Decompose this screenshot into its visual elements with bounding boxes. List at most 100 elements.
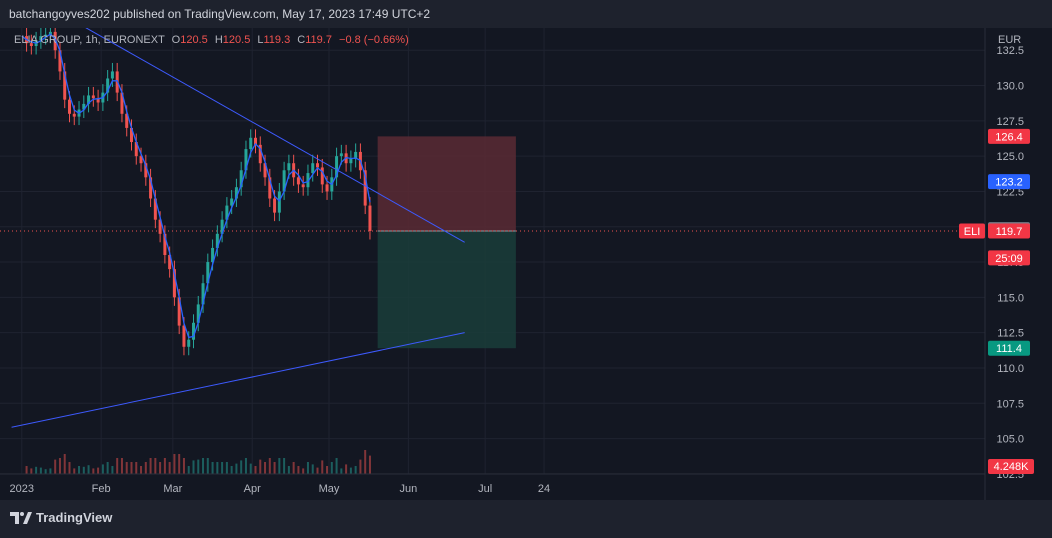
price-tick-label: 125.0: [996, 151, 1024, 163]
chart-canvas[interactable]: 2023 Feb Mar Apr May Jun Jul 24 132.5 130.0 127.5 1…: [0, 28, 1052, 500]
countdown-tag: 25:09: [995, 253, 1023, 265]
volume-bar: [182, 458, 185, 474]
candle-body: [139, 156, 143, 164]
volume-bar: [340, 468, 343, 474]
time-tick-label: Apr: [244, 483, 261, 495]
volume-bar: [39, 467, 42, 474]
target-price-tag-bg: [988, 340, 1030, 356]
price-tick-label: 127.5: [996, 116, 1024, 128]
volume-bar: [120, 458, 123, 474]
legend-high-value: 120.5: [222, 34, 251, 46]
candle-body: [311, 163, 315, 174]
candle-body: [191, 322, 195, 340]
volume-tag: 4.248K: [994, 461, 1030, 473]
volume-bar: [97, 467, 100, 474]
volume-bar: [173, 454, 176, 474]
volume-bar: [73, 468, 76, 474]
legend-close-label: C: [297, 34, 306, 46]
price-tick-label: 110.0: [997, 363, 1024, 375]
volume-bar: [268, 458, 271, 474]
volume-bar: [206, 458, 209, 474]
volume-bar: [163, 458, 166, 474]
tradingview-logo-text: TradingView: [36, 510, 113, 525]
volume-bar: [287, 466, 290, 474]
candle-body: [53, 31, 57, 51]
volume-bar: [187, 466, 190, 474]
publisher-header: batchangoyves202 published on TradingVie…: [0, 0, 1052, 28]
volume-bar: [197, 459, 200, 474]
volume-bar: [135, 462, 138, 474]
stop-price-tag-bg: [988, 128, 1030, 144]
candle-body: [349, 158, 353, 164]
price-tick-label: 115.0: [997, 292, 1024, 304]
price-tick-label: 112.5: [997, 328, 1024, 340]
footer: TradingView: [0, 500, 1052, 538]
descending-trendline[interactable]: [81, 28, 465, 243]
candle-body: [249, 137, 253, 150]
candle-body: [220, 219, 224, 234]
volume-bar: [216, 462, 219, 474]
stop-loss-zone[interactable]: [377, 136, 516, 231]
candle-body: [335, 156, 339, 178]
candle-body: [29, 43, 33, 47]
candle-body: [306, 173, 310, 188]
volume-bar: [125, 462, 128, 474]
candle-body: [239, 170, 243, 188]
take-profit-zone[interactable]: [377, 230, 516, 349]
ascending-trendline[interactable]: [11, 332, 465, 428]
volume-bar: [30, 468, 33, 474]
candle-body: [201, 283, 205, 305]
chart-background: [0, 28, 1052, 500]
volume-bar: [35, 466, 38, 474]
volume-bar: [49, 468, 52, 474]
candle-body: [44, 34, 48, 37]
symbol-short-tag-bg: [959, 223, 985, 239]
candle-body: [363, 170, 367, 206]
chart-area[interactable]: 2023 Feb Mar Apr May Jun Jul 24 132.5 130.0 127.5 1…: [0, 28, 1052, 500]
tradingview-logo[interactable]: TradingView: [10, 510, 112, 525]
volume-bar: [106, 462, 109, 474]
price-tick-label: 107.5: [996, 398, 1024, 410]
volume-bar: [101, 464, 104, 474]
price-tick-label: 122.5: [996, 186, 1024, 198]
candle-body: [125, 113, 129, 128]
stop-price-tag: 126.4: [995, 131, 1023, 143]
volume-bar: [116, 458, 119, 474]
candle-body: [129, 127, 133, 143]
volume-bar: [244, 458, 247, 474]
candle-body: [368, 205, 372, 231]
legend-change: −0.8 (−0.66%): [339, 34, 409, 46]
volume-bar: [58, 458, 61, 474]
volume-bar: [44, 469, 47, 474]
candle-body: [168, 255, 172, 270]
candle-body: [106, 78, 110, 93]
volume-bar: [221, 462, 224, 474]
volume-bar: [235, 463, 238, 474]
volume-bar: [321, 460, 324, 474]
candle-body: [134, 142, 138, 157]
legend-low-label: L: [257, 34, 264, 46]
volume-bar: [359, 459, 362, 474]
last-price-tag: 119.7: [996, 226, 1023, 238]
volume-bar: [82, 466, 85, 474]
volume-bar: [306, 462, 309, 474]
candle-body: [244, 149, 248, 171]
candle-body: [63, 71, 67, 100]
volume-bar: [335, 458, 338, 474]
candle-body: [91, 95, 95, 99]
candle-body: [253, 137, 257, 145]
candle-body: [82, 103, 86, 110]
volume-bar: [202, 458, 205, 474]
volume-bar: [144, 462, 147, 474]
candle-body: [149, 177, 153, 199]
candle-body: [325, 184, 329, 192]
candle-body: [287, 163, 291, 171]
candle-body: [211, 247, 215, 263]
tradingview-logo-icon: [10, 511, 32, 524]
volume-bar: [130, 462, 133, 474]
ohlc-legend: ELIA GROUP, 1h, EURONEXT O120.5 H120.5 L…: [14, 34, 409, 46]
volume-bar: [159, 462, 162, 474]
volume-bar: [297, 466, 300, 474]
time-axis: [0, 474, 985, 500]
volume-bar: [25, 466, 28, 474]
